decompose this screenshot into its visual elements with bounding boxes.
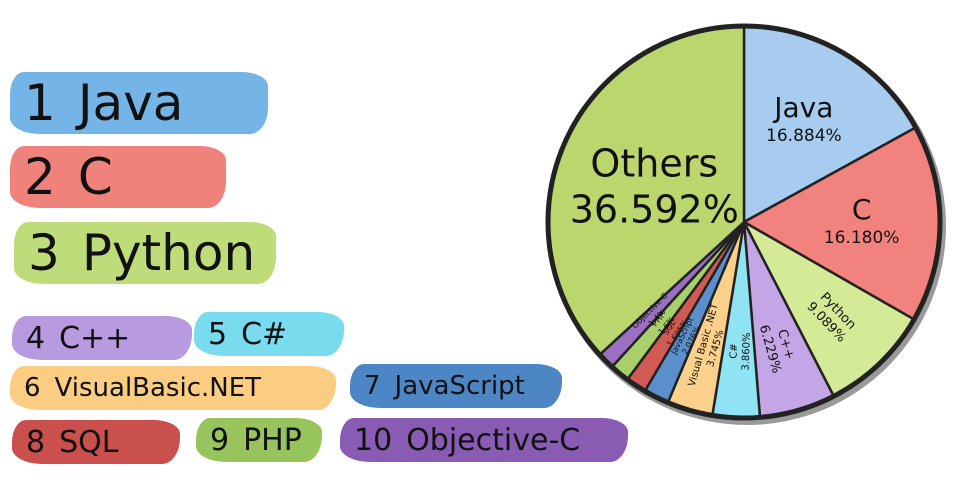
- rank-item-1: 1 Java: [10, 72, 268, 134]
- rank-number: 10: [354, 422, 393, 458]
- slice-label-c: C16.180%: [824, 193, 900, 248]
- slice-value-label: 36.592%: [570, 188, 739, 232]
- pie-chart: Java 16.884% C 16.180% Python 9.089% C++ 6.229%…: [536, 14, 952, 430]
- slice-name-label: C: [852, 193, 872, 226]
- rank-language-name: Objective-C: [406, 422, 581, 458]
- rank-language-name: C#: [241, 316, 288, 352]
- rank-item-3: 3 Python: [14, 222, 276, 284]
- rank-number: 7: [364, 371, 381, 401]
- slice-name-label: Others: [590, 142, 718, 186]
- rank-language-name: Java: [77, 74, 184, 132]
- rank-item-5: 5 C#: [194, 312, 344, 356]
- slice-value-label: 16.884%: [766, 126, 842, 146]
- rank-number: 1: [24, 74, 56, 132]
- rank-number: 4: [26, 320, 46, 356]
- rank-language-name: JavaScript: [394, 371, 525, 401]
- slice-name-label: C#: [728, 343, 740, 359]
- rank-number: 8: [26, 424, 46, 460]
- rank-item-10: 10 Objective-C: [340, 418, 628, 462]
- rank-number: 3: [28, 224, 60, 282]
- rank-language-name: C: [77, 148, 113, 206]
- slice-value-label: 16.180%: [824, 228, 900, 248]
- rank-item-6: 6 VisualBasic.NET: [10, 366, 336, 410]
- slice-label-c: C# 3.860%: [728, 332, 753, 371]
- rank-item-2: 2 C: [10, 146, 226, 208]
- rank-language-name: SQL: [59, 424, 119, 460]
- slice-value-label: 3.860%: [741, 332, 754, 371]
- rank-item-4: 4 C++: [12, 316, 192, 360]
- rank-language-name: PHP: [243, 422, 302, 458]
- rank-number: 5: [208, 316, 228, 352]
- pie-outline: [545, 23, 943, 421]
- rank-number: 2: [24, 148, 56, 206]
- slice-name-label: Java: [772, 91, 833, 124]
- rank-number: 6: [24, 373, 41, 403]
- rank-item-7: 7 JavaScript: [350, 364, 562, 408]
- rank-item-8: 8 SQL: [12, 420, 180, 464]
- rank-language-name: Python: [81, 224, 256, 282]
- pie-chart-svg: Java16.884%C16.180%Python9.089%C++6.229%…: [545, 23, 946, 425]
- rank-number: 9: [210, 422, 230, 458]
- rank-language-name: C++: [59, 320, 131, 356]
- rank-item-9: 9 PHP: [196, 418, 322, 462]
- rank-language-name: VisualBasic.NET: [54, 373, 262, 403]
